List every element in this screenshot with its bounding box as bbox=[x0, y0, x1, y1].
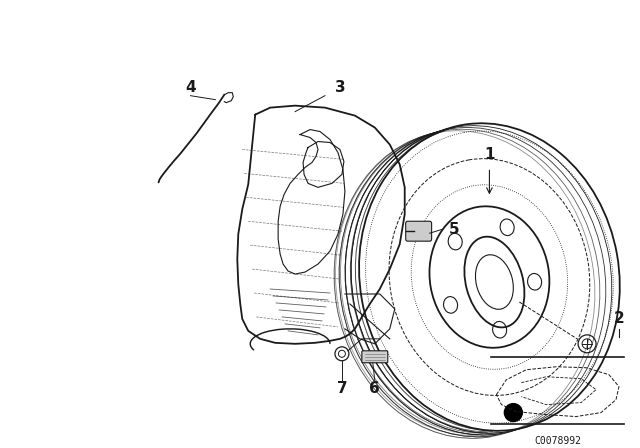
FancyBboxPatch shape bbox=[406, 221, 431, 241]
Text: 2: 2 bbox=[614, 311, 625, 327]
Text: 1: 1 bbox=[484, 147, 495, 162]
Circle shape bbox=[504, 404, 522, 422]
Text: 7: 7 bbox=[337, 381, 348, 396]
Text: C0078992: C0078992 bbox=[534, 435, 581, 445]
FancyBboxPatch shape bbox=[362, 351, 388, 363]
Text: 5: 5 bbox=[449, 222, 460, 237]
Text: 3: 3 bbox=[335, 80, 345, 95]
Text: 6: 6 bbox=[369, 381, 380, 396]
Text: 4: 4 bbox=[185, 80, 196, 95]
